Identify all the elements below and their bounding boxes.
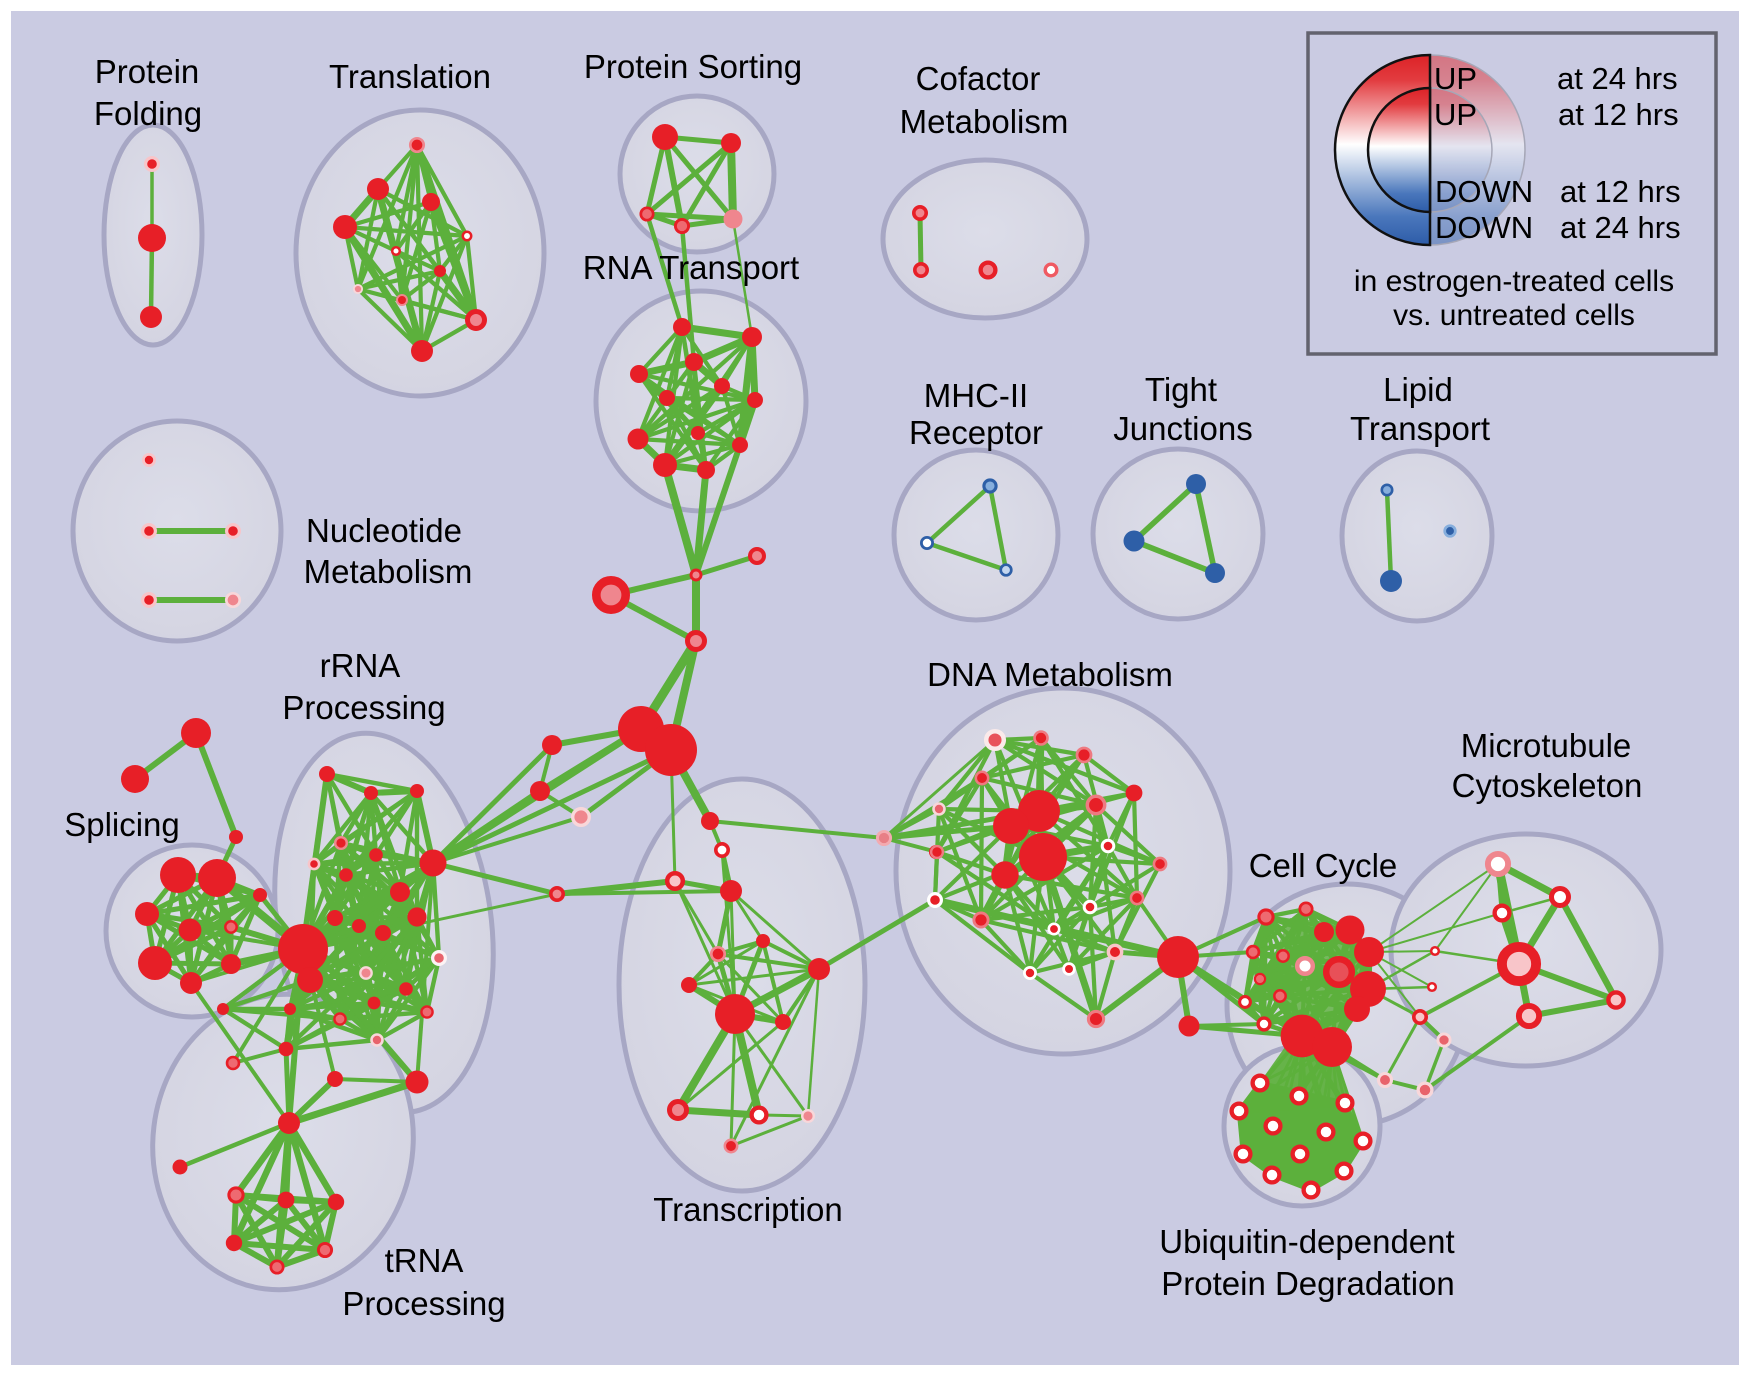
svg-text:Transcription: Transcription [653,1191,843,1228]
svg-text:Translation: Translation [329,58,491,95]
svg-text:DOWN: DOWN [1435,174,1533,209]
svg-text:Ubiquitin-dependent: Ubiquitin-dependent [1159,1223,1454,1260]
svg-text:UP: UP [1434,97,1477,132]
svg-text:at 24 hrs: at 24 hrs [1557,61,1678,96]
svg-text:rRNA: rRNA [320,647,401,684]
svg-text:Protein Sorting: Protein Sorting [584,48,802,85]
svg-text:Transport: Transport [1350,410,1490,447]
svg-text:in estrogen-treated cells: in estrogen-treated cells [1354,265,1674,298]
svg-text:Protein: Protein [95,53,200,90]
svg-text:MHC-II: MHC-II [924,377,1028,414]
svg-text:DOWN: DOWN [1435,210,1533,245]
svg-text:at 12 hrs: at 12 hrs [1560,174,1681,209]
svg-text:Cytoskeleton: Cytoskeleton [1452,767,1643,804]
svg-text:at 24 hrs: at 24 hrs [1560,210,1681,245]
svg-text:vs. untreated cells: vs. untreated cells [1393,299,1635,332]
svg-text:Nucleotide: Nucleotide [306,512,462,549]
svg-text:Junctions: Junctions [1113,410,1252,447]
svg-text:Protein Degradation: Protein Degradation [1161,1265,1455,1302]
svg-text:DNA Metabolism: DNA Metabolism [927,656,1173,693]
svg-text:Processing: Processing [282,689,445,726]
svg-text:RNA Transport: RNA Transport [583,249,799,286]
svg-text:tRNA: tRNA [385,1242,464,1279]
svg-text:Lipid: Lipid [1383,371,1453,408]
svg-text:Cell Cycle: Cell Cycle [1249,847,1398,884]
svg-text:Metabolism: Metabolism [304,553,473,590]
svg-text:Microtubule: Microtubule [1461,727,1632,764]
svg-text:Splicing: Splicing [64,806,180,843]
svg-text:Processing: Processing [342,1285,505,1322]
svg-text:Tight: Tight [1145,371,1217,408]
svg-text:Receptor: Receptor [909,414,1043,451]
svg-text:UP: UP [1434,61,1477,96]
svg-text:Folding: Folding [94,95,202,132]
svg-text:at 12 hrs: at 12 hrs [1558,97,1679,132]
svg-text:Cofactor: Cofactor [916,60,1041,97]
svg-text:Metabolism: Metabolism [900,103,1069,140]
